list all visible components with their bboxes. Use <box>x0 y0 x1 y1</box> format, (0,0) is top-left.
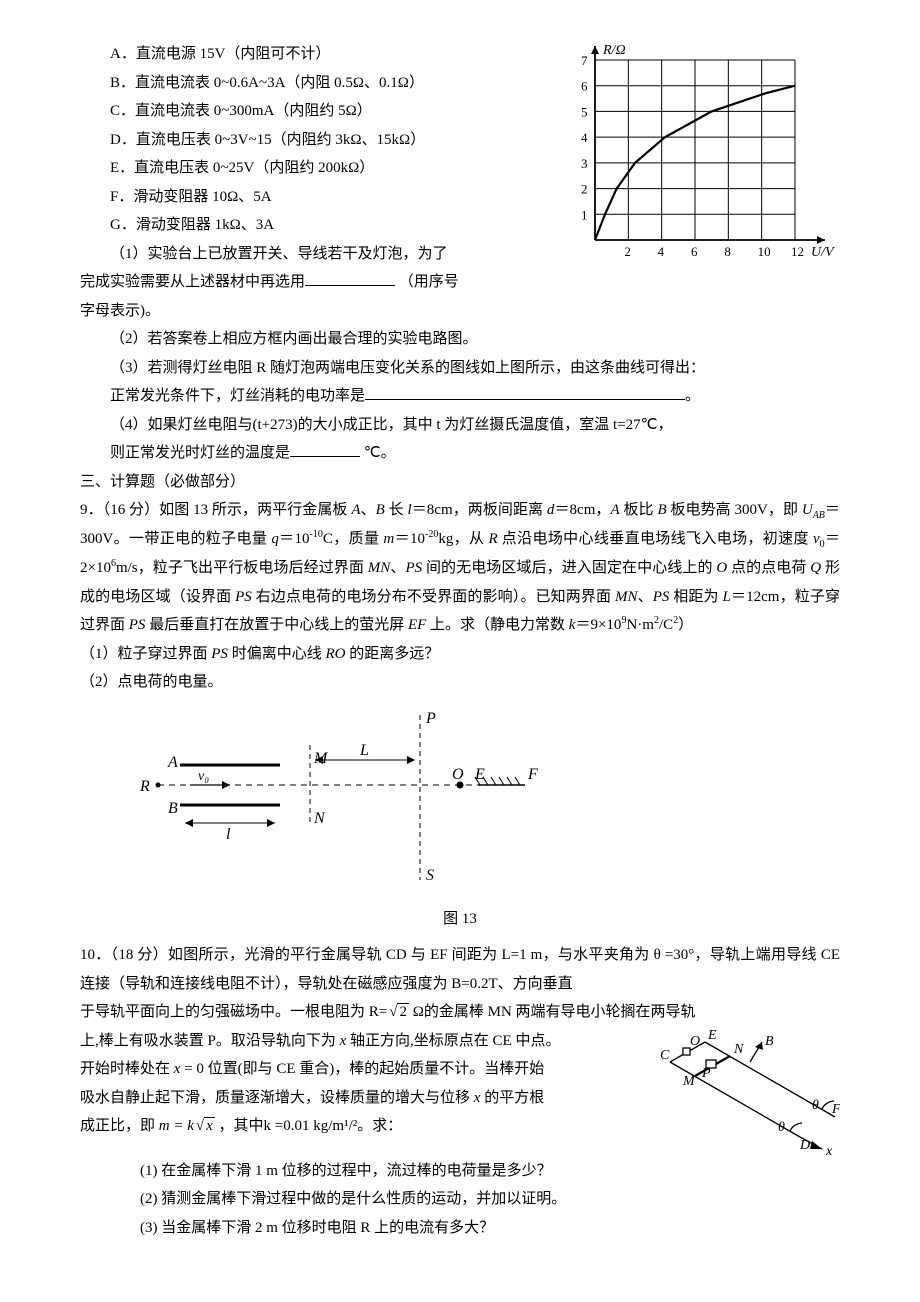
equip-C: C．直流电流表 0~300mA（内阻约 5Ω） <box>80 97 560 126</box>
q8-3c: 。 <box>685 388 700 404</box>
svg-text:O: O <box>690 1034 700 1049</box>
svg-text:θ: θ <box>778 1120 785 1135</box>
q10-s1: (1) 在金属棒下滑 1 m 位移的过程中，流过棒的电荷量是多少？ <box>80 1157 840 1186</box>
q8-1d: 字母表示)。 <box>80 297 560 326</box>
svg-text:F: F <box>527 766 538 783</box>
q8-2: （2）若答案卷上相应方框内画出最合理的实验电路图。 <box>80 325 840 354</box>
chart-svg: 246810121234567R/ΩU/V <box>560 40 840 270</box>
q8-4b: 则正常发光时灯丝的温度是 <box>110 445 290 461</box>
svg-text:N: N <box>313 810 326 827</box>
svg-text:R: R <box>139 778 150 795</box>
sqrt2: 2 <box>387 998 409 1027</box>
svg-text:U/V: U/V <box>811 245 835 260</box>
svg-text:5: 5 <box>581 104 588 119</box>
equip-D: D．直流电压表 0~3V~15（内阻约 3kΩ、15kΩ） <box>80 126 560 155</box>
q10-s2: (2) 猜测金属棒下滑过程中做的是什么性质的运动，并加以证明。 <box>80 1185 840 1214</box>
q9-sub1: （1）粒子穿过界面 PS 时偏离中心线 RO 的距离多远？ <box>80 640 840 669</box>
equip-A: A．直流电源 15V（内阻可不计） <box>80 40 560 69</box>
q10-mid3: 成正比，即 m = kx ，其中k =0.01 kg/m¹/²。求： <box>80 1112 642 1141</box>
q10-mid2a: 上,棒上有吸水装置 P。取沿导轨向下为 x 轴正方向,坐标原点在 CE 中点。 <box>80 1027 642 1056</box>
svg-text:O: O <box>452 766 464 783</box>
q10-mid2b: 开始时棒处在 x = 0 位置(即与 CE 重合)，棒的起始质量不计。当棒开始 <box>80 1055 642 1084</box>
q8-4c: ℃。 <box>364 445 396 461</box>
q8-1b-line: 完成实验需要从上述器材中再选用 （用序号 <box>80 268 560 297</box>
svg-text:E: E <box>707 1028 717 1043</box>
q10-mid1: 于导轨平面向上的匀强磁场中。一根电阻为 R=2 Ω的金属棒 MN 两端有导电小轮… <box>80 998 840 1027</box>
equipment-list: A．直流电源 15V（内阻可不计） B．直流电流表 0~0.6A~3A（内阻 0… <box>80 40 560 325</box>
svg-text:10: 10 <box>758 244 771 259</box>
q8-1c: （用序号 <box>399 274 459 290</box>
blank-temp <box>290 456 360 457</box>
q10-mid2c: 吸水自静止起下滑，质量逐渐增大，设棒质量的增大与位移 x 的平方根 <box>80 1084 642 1113</box>
fig13-label: 图 13 <box>80 905 840 934</box>
fig13-svg: A B R v₀ M N P S L <box>80 705 560 905</box>
svg-text:6: 6 <box>581 79 588 94</box>
q10-body-row: 上,棒上有吸水装置 P。取沿导轨向下为 x 轴正方向,坐标原点在 CE 中点。 … <box>80 1027 840 1157</box>
svg-text:4: 4 <box>658 244 665 259</box>
svg-text:1: 1 <box>581 207 588 222</box>
equipment-and-chart-row: A．直流电源 15V（内阻可不计） B．直流电流表 0~0.6A~3A（内阻 0… <box>80 40 840 325</box>
svg-text:θ: θ <box>812 1098 819 1113</box>
svg-text:E: E <box>474 766 485 783</box>
q9-head: 9．（16 分）如图 13 所示，两平行金属板 A、B 长 l＝8cm，两板间距… <box>80 496 840 640</box>
svg-text:12: 12 <box>791 244 804 259</box>
svg-text:F: F <box>831 1102 840 1117</box>
svg-text:A: A <box>167 754 178 771</box>
svg-text:v₀: v₀ <box>198 769 209 784</box>
svg-text:x: x <box>825 1144 833 1157</box>
figure-q10: C E M N O B P F D x θ θ <box>642 1027 840 1157</box>
resistance-voltage-chart: 246810121234567R/ΩU/V <box>560 40 840 270</box>
blank-power <box>365 399 685 400</box>
q10-mid1a: 于导轨平面向上的匀强磁场中。一根电阻为 R= <box>80 1004 387 1020</box>
svg-text:R/Ω: R/Ω <box>602 43 626 58</box>
svg-text:6: 6 <box>691 244 698 259</box>
q10-text-block: 上,棒上有吸水装置 P。取沿导轨向下为 x 轴正方向,坐标原点在 CE 中点。 … <box>80 1027 642 1141</box>
q8-1b: 完成实验需要从上述器材中再选用 <box>80 274 305 290</box>
q10-head: 10．（18 分）如图所示，光滑的平行金属导轨 CD 与 EF 间距为 L=1 … <box>80 941 840 998</box>
svg-text:D: D <box>799 1138 810 1153</box>
svg-text:4: 4 <box>581 130 588 145</box>
svg-text:P: P <box>701 1066 711 1081</box>
svg-text:L: L <box>359 742 369 759</box>
figure-13: A B R v₀ M N P S L <box>80 705 840 934</box>
q8-3b: 正常发光条件下，灯丝消耗的电功率是 <box>110 388 365 404</box>
q10-s3: (3) 当金属棒下滑 2 m 位移时电阻 R 上的电流有多大？ <box>80 1214 840 1243</box>
svg-text:C: C <box>660 1048 670 1063</box>
equip-E: E．直流电压表 0~25V（内阻约 200kΩ） <box>80 154 560 183</box>
fig10-svg: C E M N O B P F D x θ θ <box>650 1027 840 1157</box>
svg-text:N: N <box>733 1042 744 1057</box>
svg-text:7: 7 <box>581 53 588 68</box>
q8-3b-line: 正常发光条件下，灯丝消耗的电功率是 。 <box>80 382 840 411</box>
svg-text:B: B <box>765 1034 774 1049</box>
q8-4b-line: 则正常发光时灯丝的温度是 ℃。 <box>80 439 840 468</box>
svg-text:8: 8 <box>724 244 731 259</box>
equip-G: G．滑动变阻器 1kΩ、3A <box>80 211 560 240</box>
svg-text:P: P <box>425 710 436 727</box>
svg-text:S: S <box>426 867 434 884</box>
equip-F: F．滑动变阻器 10Ω、5A <box>80 183 560 212</box>
blank-equip <box>305 285 395 286</box>
q10-mid3b: ，其中k =0.01 kg/m¹/²。求： <box>219 1118 403 1134</box>
q10-mid3a: 成正比，即 <box>80 1118 159 1134</box>
svg-text:2: 2 <box>624 244 631 259</box>
section-title: 三、计算题（必做部分） <box>80 468 840 497</box>
q8-4a: （4）如果灯丝电阻与(t+273)的大小成正比，其中 t 为灯丝摄氏温度值，室温… <box>80 411 840 440</box>
equip-B: B．直流电流表 0~0.6A~3A（内阻 0.5Ω、0.1Ω） <box>80 69 560 98</box>
q10-mid1b: Ω的金属棒 MN 两端有导电小轮搁在两导轨 <box>409 1004 696 1020</box>
svg-text:l: l <box>226 826 231 843</box>
svg-text:2: 2 <box>581 182 588 197</box>
svg-text:3: 3 <box>581 156 588 171</box>
svg-text:B: B <box>168 800 178 817</box>
q8-1a: （1）实验台上已放置开关、导线若干及灯泡，为了 <box>80 240 560 269</box>
svg-text:M: M <box>682 1074 696 1089</box>
sqrtx: x <box>194 1112 215 1141</box>
q9-sub2: （2）点电荷的电量。 <box>80 668 840 697</box>
q8-3a: （3）若测得灯丝电阻 R 随灯泡两端电压变化关系的图线如上图所示，由这条曲线可得… <box>80 354 840 383</box>
